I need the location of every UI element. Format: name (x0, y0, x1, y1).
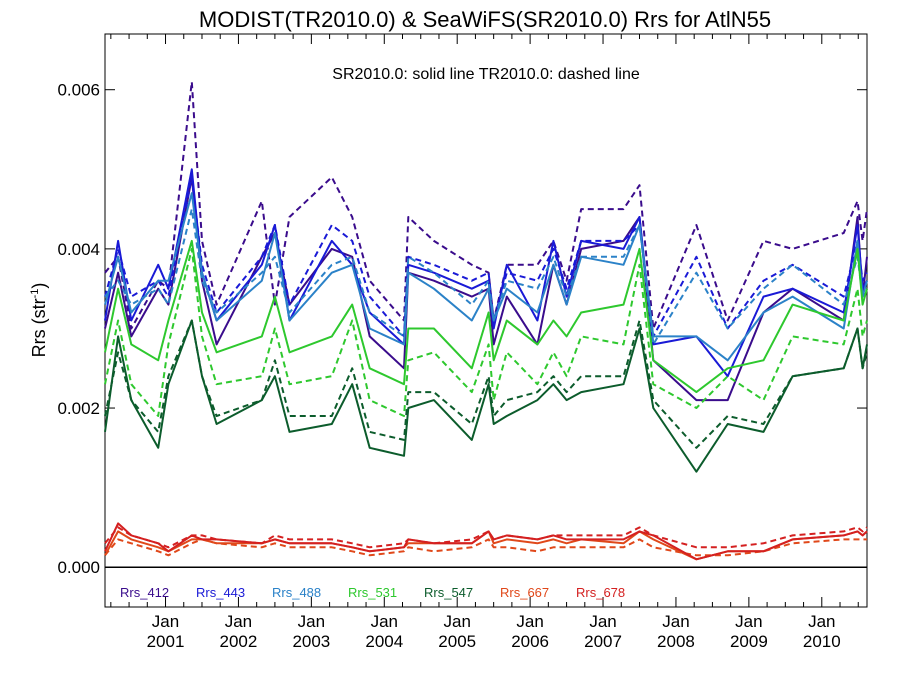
series-line-rrs-443-solid (104, 168, 868, 378)
series-line-rrs-531-dashed (104, 247, 868, 417)
y-tick-label: 0.006 (57, 81, 100, 100)
x-tick-label-year: 2008 (657, 632, 695, 651)
x-axis: Jan2001Jan2002Jan2003Jan2004Jan2005Jan20… (110, 34, 859, 651)
y-tick-label: 0.000 (57, 558, 100, 577)
series-line-rrs-443-dashed (104, 176, 868, 338)
legend: Rrs_412 Rrs_443 Rrs_488 Rrs_531 Rrs_547 Rrs_6… (120, 585, 625, 600)
x-tick-label-month: Jan (735, 612, 762, 631)
legend-entry: Rrs_443 (196, 585, 245, 600)
legend-entry: Rrs_531 (348, 585, 397, 600)
y-axis-label: Rrs (str-1) (29, 283, 49, 358)
x-tick-label-year: 2005 (438, 632, 476, 651)
legend-entry: Rrs_667 (500, 585, 549, 600)
chart-subtitle: SR2010.0: solid line TR2010.0: dashed li… (332, 66, 640, 83)
x-tick-label-month: Jan (225, 612, 252, 631)
x-tick-label-month: Jan (443, 612, 470, 631)
x-tick-label-year: 2009 (730, 632, 768, 651)
y-axis-label-end: ) (29, 283, 49, 289)
x-tick-label-month: Jan (808, 612, 835, 631)
x-tick-label-year: 2003 (292, 632, 330, 651)
legend-entry: Rrs_547 (424, 585, 473, 600)
x-tick-label-year: 2010 (803, 632, 841, 651)
x-tick-label-month: Jan (589, 612, 616, 631)
y-tick-label: 0.002 (57, 399, 100, 418)
legend-entry: Rrs_412 (120, 585, 169, 600)
x-tick-label-month: Jan (662, 612, 689, 631)
x-tick-label-year: 2006 (511, 632, 549, 651)
series-line-rrs-531-solid (104, 239, 868, 394)
x-tick-label-month: Jan (152, 612, 179, 631)
y-axis-label-main: Rrs (str (29, 298, 49, 357)
series-line-rrs-412-solid (104, 176, 868, 402)
y-axis-label-superscript: -1 (29, 289, 41, 299)
series-line-rrs-488-solid (104, 192, 868, 362)
x-tick-label-year: 2007 (584, 632, 622, 651)
x-tick-label-year: 2001 (147, 632, 185, 651)
series-lines (104, 80, 868, 561)
series-line-rrs-547-dashed (104, 319, 868, 449)
x-tick-label-year: 2002 (220, 632, 258, 651)
x-tick-label-month: Jan (516, 612, 543, 631)
series-line-rrs-678-solid (104, 522, 868, 561)
legend-entry: Rrs_488 (272, 585, 321, 600)
x-tick-label-month: Jan (298, 612, 325, 631)
series-line-rrs-667-dashed (104, 538, 867, 557)
legend-entry: Rrs_678 (576, 585, 625, 600)
series-line-rrs-488-dashed (104, 208, 868, 346)
y-axis: 0.000 0.002 0.004 0.006 (57, 81, 867, 577)
y-tick-label: 0.004 (57, 240, 100, 259)
series-line-rrs-412-dashed (104, 80, 868, 330)
series-line-rrs-547-solid (104, 319, 868, 473)
x-tick-label-month: Jan (371, 612, 398, 631)
x-tick-label-year: 2004 (365, 632, 403, 651)
series-line-rrs-678-dashed (104, 526, 868, 549)
chart-title: MODIST(TR2010.0) & SeaWiFS(SR2010.0) Rrs… (199, 7, 771, 32)
